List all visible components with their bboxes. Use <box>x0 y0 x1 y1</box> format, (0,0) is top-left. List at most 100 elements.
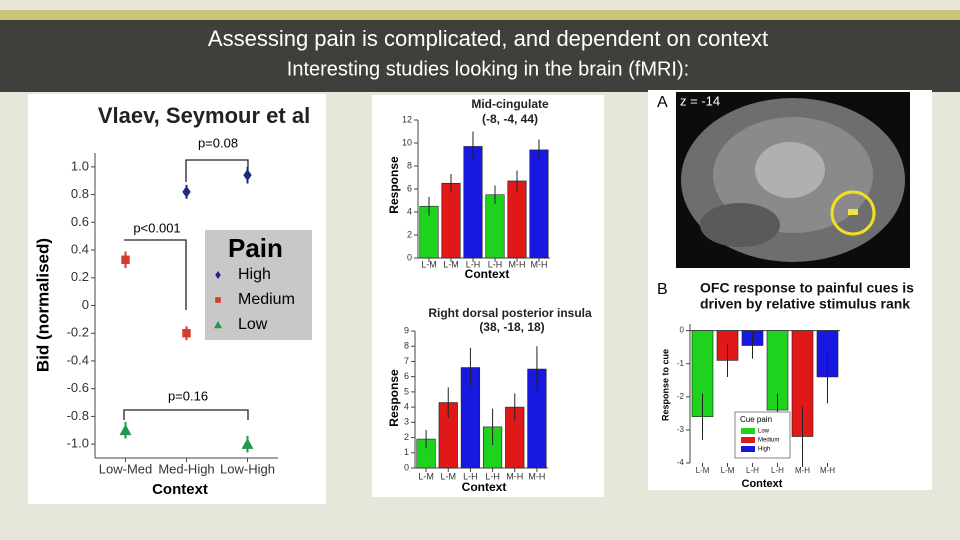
y-axis-label: Response <box>387 156 401 214</box>
y-tick-label: 6 <box>407 183 412 193</box>
y-tick-label: 3 <box>404 417 409 427</box>
marker <box>215 271 221 279</box>
y-tick-label: 2 <box>407 229 412 239</box>
bracket <box>123 409 249 420</box>
x-tick-label: L-H <box>771 466 784 475</box>
y-tick-label: 9 <box>404 325 409 335</box>
marker <box>214 321 222 329</box>
x-tick-label: Low-Med <box>99 461 152 476</box>
legend-swatch <box>741 437 755 443</box>
y-tick-label: 4 <box>404 401 409 411</box>
x-axis-label: Context <box>152 481 208 498</box>
slice-label: z = -14 <box>680 93 720 108</box>
y-tick-label: 2 <box>404 432 409 442</box>
y-tick-label: 0.2 <box>71 269 89 284</box>
y-tick-label: 0.4 <box>71 241 89 256</box>
accent-stripe <box>0 10 960 20</box>
y-tick-label: 0.6 <box>71 214 89 229</box>
legend-label: Medium <box>238 291 295 308</box>
chart-title: driven by relative stimulus rank <box>700 296 910 312</box>
y-tick-label: 12 <box>402 114 412 124</box>
marker <box>243 169 252 182</box>
y-tick-label: 1 <box>404 447 409 457</box>
x-tick-label: L-M <box>441 471 457 481</box>
y-tick-label: -2 <box>677 392 685 401</box>
highlight-circle <box>830 190 876 236</box>
legend-swatch <box>741 446 755 452</box>
x-tick-label: L-M <box>421 259 437 269</box>
legend-label: High <box>238 266 271 283</box>
x-tick-label: L-M <box>721 466 735 475</box>
bar <box>463 146 483 259</box>
bracket <box>124 239 187 310</box>
legend-label: High <box>758 447 770 453</box>
y-tick-label: 0 <box>407 252 412 262</box>
legend-label: Low <box>758 429 770 435</box>
x-tick-label: M-H <box>528 471 545 481</box>
legend-title: Cue pain <box>740 415 772 424</box>
x-tick-label: M-H <box>531 259 548 269</box>
x-axis-label: Context <box>742 478 783 490</box>
x-axis-label: Context <box>465 267 510 281</box>
header-band <box>0 20 960 92</box>
annotation: p=0.08 <box>198 135 238 150</box>
y-tick-label: -4 <box>677 458 685 467</box>
bar <box>485 194 505 259</box>
y-tick-label: 0 <box>404 462 409 472</box>
bar <box>507 180 527 259</box>
legend-swatch <box>741 428 755 434</box>
slide-title: Assessing pain is complicated, and depen… <box>208 26 768 51</box>
marker <box>121 255 130 264</box>
y-tick-label: -3 <box>677 425 685 434</box>
annotation: p<0.001 <box>133 220 180 235</box>
brain-image <box>755 142 825 198</box>
chart-subtitle: (38, -18, 18) <box>479 320 544 334</box>
y-tick-label: -0.4 <box>67 352 89 367</box>
y-tick-label: -0.2 <box>67 325 89 340</box>
chart-title: Mid-cingulate <box>471 97 549 111</box>
y-tick-label: 8 <box>404 341 409 351</box>
y-tick-label: 1.0 <box>71 158 89 173</box>
legend-box <box>205 230 312 340</box>
x-tick-label: L-M <box>696 466 710 475</box>
bracket <box>185 159 249 182</box>
x-tick-label: L-H <box>466 259 481 269</box>
x-tick-label: L-M <box>443 259 459 269</box>
y-axis-label: Response to cue <box>660 349 670 421</box>
chart-title: Vlaev, Seymour et al <box>98 103 310 128</box>
x-tick-label: M-H <box>509 259 526 269</box>
chart-title: Right dorsal posterior insula <box>428 306 592 320</box>
annotation: p=0.16 <box>168 388 208 403</box>
marker <box>182 329 191 338</box>
slide-subtitle: Interesting studies looking in the brain… <box>287 58 689 80</box>
y-tick-label: 6 <box>404 371 409 381</box>
marker <box>241 438 254 449</box>
bar <box>441 182 461 259</box>
marker <box>182 185 191 198</box>
y-tick-label: -0.8 <box>67 408 89 423</box>
y-tick-label: -0.6 <box>67 380 89 395</box>
marker <box>119 424 132 436</box>
x-tick-label: L-H <box>488 259 503 269</box>
x-tick-label: L-M <box>418 471 434 481</box>
x-tick-label: L-H <box>485 471 500 481</box>
x-tick-label: L-H <box>463 471 478 481</box>
marker <box>215 297 221 303</box>
y-tick-label: 0.8 <box>71 186 89 201</box>
x-tick-label: M-H <box>820 466 835 475</box>
legend-label: Medium <box>758 438 779 444</box>
activation <box>848 209 858 215</box>
panel-label: A <box>657 94 668 111</box>
x-tick-label: Low-High <box>220 461 275 476</box>
y-axis-label: Bid (normalised) <box>33 238 52 372</box>
bar <box>529 149 549 259</box>
y-tick-label: 8 <box>407 160 412 170</box>
x-axis-label: Context <box>462 480 507 494</box>
y-tick-label: 5 <box>404 386 409 396</box>
y-tick-label: 0 <box>680 326 685 335</box>
y-tick-label: 10 <box>402 137 412 147</box>
y-tick-label: -1.0 <box>67 436 89 451</box>
y-tick-label: -1 <box>677 359 685 368</box>
